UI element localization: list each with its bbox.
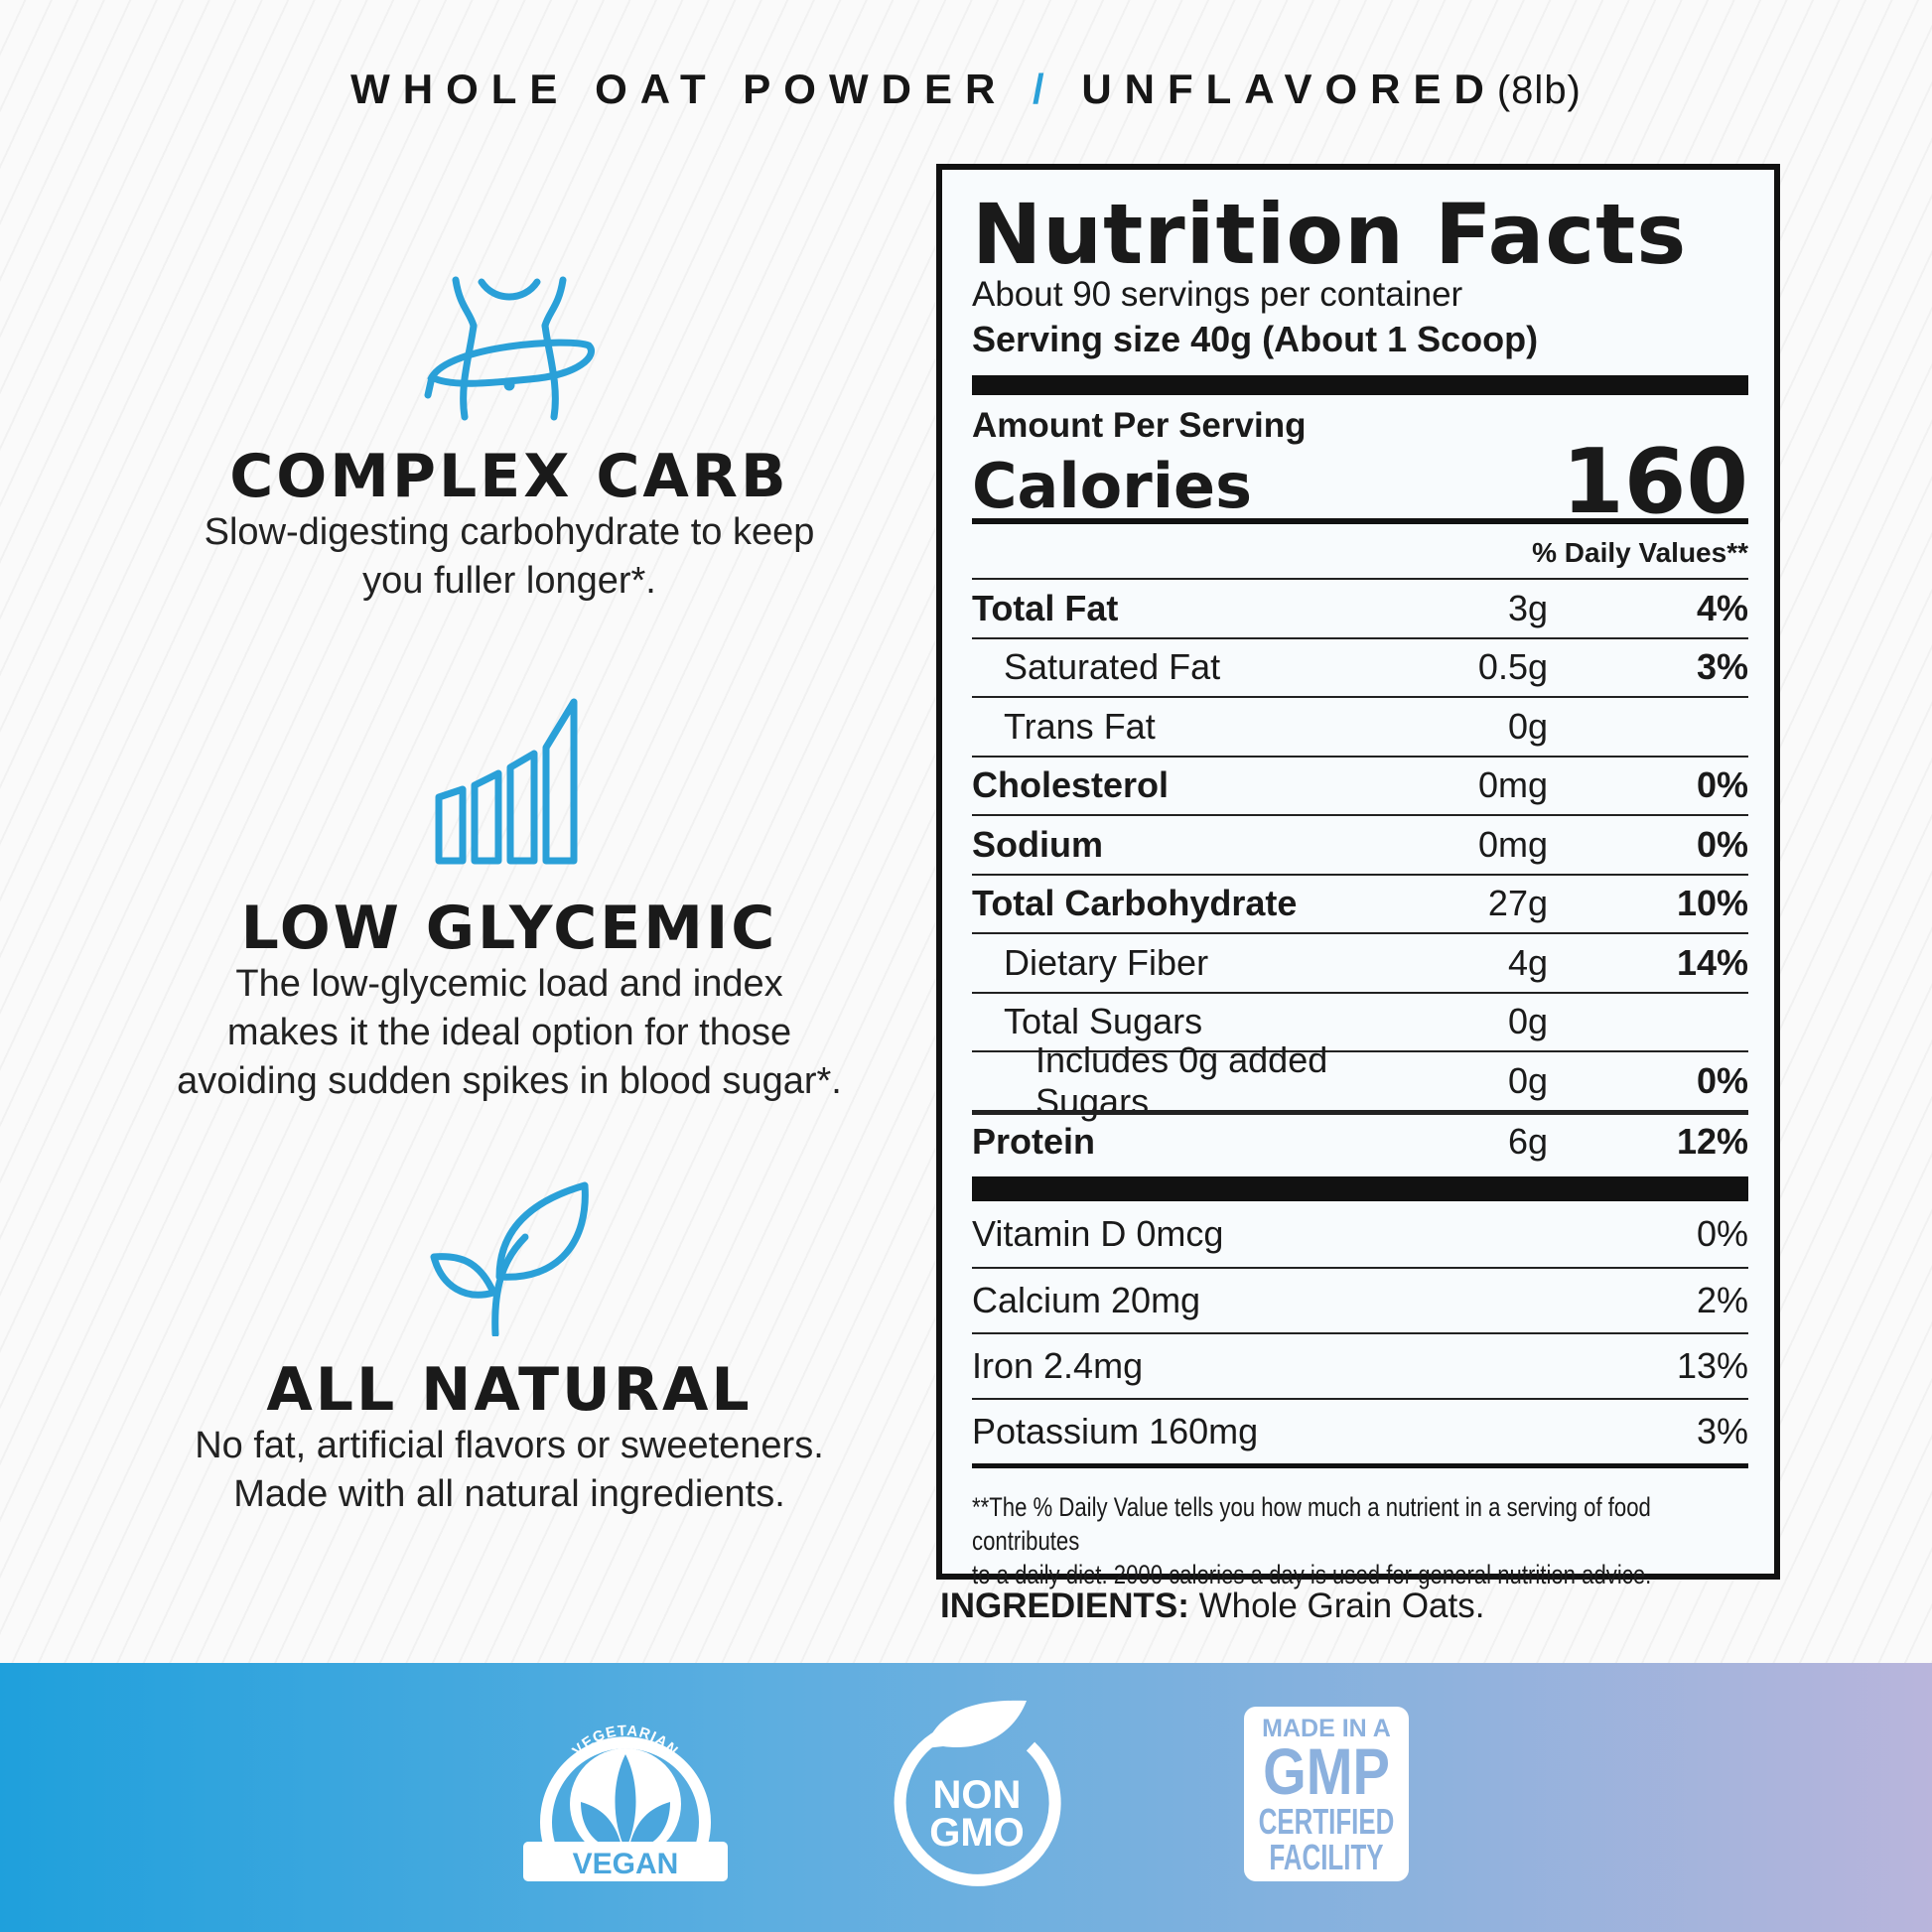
gmp-text-line3: CERTIFIED (1259, 1802, 1395, 1842)
vitamin-name: Calcium 20mg (972, 1280, 1201, 1320)
feature-heading: COMPLEX CARB (229, 442, 789, 511)
nutrient-name: Saturated Fat (1004, 646, 1221, 688)
vitamin-daily-value: 3% (1696, 1411, 1748, 1451)
nutrient-name: Cholesterol (972, 764, 1170, 806)
nutrient-daily-value: 0% (1696, 1059, 1748, 1101)
vitamin-name: Potassium 160mg (972, 1411, 1259, 1451)
gmp-text-line4: FACILITY (1269, 1838, 1383, 1877)
vitamin-row: Calcium 20mg 2% (972, 1267, 1748, 1332)
nutrient-amount: 0g (1507, 1001, 1548, 1042)
feature-low-glycemic: LOW GLYCEMIC The low-glycemic load and i… (112, 698, 906, 1102)
vitamin-row: Iron 2.4mg 13% (972, 1332, 1748, 1398)
daily-value-header: % Daily Values** (1532, 537, 1748, 568)
nutrient-daily-value: 0% (1696, 764, 1748, 806)
product-title: WHOLE OAT POWDER / UNFLAVORED(8lb) (0, 66, 1932, 113)
nutrient-daily-value: 4% (1696, 587, 1748, 628)
nutrient-amount: 0mg (1477, 823, 1548, 865)
feature-complex-carb: COMPLEX CARB Slow-digesting carbohydrate… (112, 276, 906, 604)
nutrient-row: Saturated Fat 0.5g 3% (972, 636, 1748, 697)
nutrient-amount: 0g (1507, 1059, 1548, 1101)
nutrient-daily-value: 12% (1676, 1120, 1748, 1162)
leaf-icon (430, 1181, 589, 1336)
nutrient-row: Total Fat 3g 4% (972, 578, 1748, 637)
nutrient-name: Total Fat (972, 587, 1119, 628)
thick-divider (972, 1176, 1748, 1201)
nutrient-amount: 0.5g (1477, 646, 1548, 688)
vitamin-daily-value: 2% (1696, 1280, 1748, 1320)
product-flavor: UNFLAVORED (1081, 66, 1497, 112)
feature-description: Slow-digesting carbohydrate to keep you f… (204, 511, 815, 602)
feature-description: The low-glycemic load and index makes it … (177, 963, 842, 1102)
serving-size: Serving size 40g (About 1 Scoop) (972, 319, 1539, 359)
nutrient-name: Protein (972, 1120, 1096, 1162)
title-separator: / (1032, 66, 1057, 112)
nutrient-daily-value: 10% (1676, 883, 1748, 924)
nutrient-amount: 6g (1507, 1120, 1548, 1162)
nutrition-facts-label: Nutrition Facts About 90 servings per co… (936, 164, 1780, 1589)
feature-all-natural: ALL NATURAL No fat, artificial flavors o… (112, 1181, 906, 1519)
vitamin-row: Potassium 160mg 3% (972, 1398, 1748, 1463)
certification-band: VEGETARIAN VEGAN NON GMO MADE IN A GMP C… (0, 1663, 1932, 1932)
gmp-text-line2: GMP (1263, 1735, 1390, 1808)
vitamin-row: Vitamin D 0mcg 0% (972, 1201, 1748, 1267)
nutrient-row: Cholesterol 0mg 0% (972, 755, 1748, 815)
nutrient-amount: 4g (1507, 941, 1548, 983)
feature-description: No fat, artificial flavors or sweeteners… (195, 1425, 824, 1515)
divider (972, 518, 1748, 524)
label-title: Nutrition Facts (972, 186, 1688, 283)
feature-heading: LOW GLYCEMIC (240, 894, 778, 963)
waist-measure-icon (424, 276, 595, 421)
ingredients-label: INGREDIENTS: (940, 1587, 1189, 1625)
calories-label: Calories (972, 450, 1252, 522)
gmp-text-line1: MADE IN A (1262, 1715, 1391, 1742)
nutrient-name: Sodium (972, 823, 1103, 865)
footnote: **The % Daily Value tells you how much a… (972, 1492, 1652, 1589)
divider (972, 1463, 1748, 1468)
nutrient-daily-value: 3% (1696, 646, 1748, 688)
calories-value: 160 (1562, 430, 1748, 534)
nutrient-name: Includes 0g added Sugars (1035, 1038, 1328, 1122)
nutrient-row: Trans Fat 0g (972, 696, 1748, 756)
servings-per-container: About 90 servings per container (972, 275, 1463, 314)
nutrient-amount: 3g (1507, 587, 1548, 628)
nutrient-row: Total Sugars 0g (972, 991, 1748, 1051)
nutrient-daily-value: 14% (1676, 941, 1748, 983)
nutrient-amount: 0mg (1477, 764, 1548, 806)
thick-divider (972, 375, 1748, 395)
vegan-badge-text: VEGAN (573, 1848, 679, 1880)
bar-chart-icon (435, 698, 578, 865)
nutrient-name: Trans Fat (1004, 705, 1156, 747)
product-name: WHOLE OAT POWDER (350, 66, 1009, 112)
feature-heading: ALL NATURAL (266, 1355, 753, 1425)
nutrient-name: Total Sugars (1004, 1001, 1203, 1042)
vitamin-name: Vitamin D 0mcg (972, 1213, 1224, 1254)
gmp-badge: MADE IN A GMP CERTIFIED FACILITY (1244, 1707, 1409, 1881)
nutrient-row: Total Carbohydrate 27g 10% (972, 873, 1748, 933)
nutrient-row: Protein 6g 12% (972, 1109, 1748, 1170)
nutrient-row: Sodium 0mg 0% (972, 814, 1748, 874)
vitamin-name: Iron 2.4mg (972, 1345, 1144, 1386)
product-weight: (8lb) (1496, 69, 1582, 112)
nutrient-row: Includes 0g added Sugars 0g 0% (972, 1039, 1748, 1122)
ingredients-value: Whole Grain Oats. (1198, 1587, 1485, 1625)
nutrient-amount: 27g (1487, 883, 1548, 924)
nutrient-name: Total Carbohydrate (972, 883, 1298, 924)
non-gmo-text-line2: GMO (929, 1811, 1025, 1855)
nutrient-name: Dietary Fiber (1004, 941, 1209, 983)
nutrient-row: Dietary Fiber 4g 14% (972, 932, 1748, 992)
non-gmo-badge: NON GMO (894, 1700, 1061, 1886)
nutrient-daily-value: 0% (1696, 823, 1748, 865)
vitamin-daily-value: 0% (1696, 1213, 1748, 1254)
vitamin-daily-value: 13% (1676, 1345, 1748, 1386)
nutrient-amount: 0g (1507, 705, 1548, 747)
amount-per-serving: Amount Per Serving (972, 406, 1307, 445)
ingredients: INGREDIENTS: Whole Grain Oats. (940, 1587, 1484, 1626)
non-gmo-text-line1: NON (933, 1773, 1022, 1817)
vegan-badge: VEGETARIAN VEGAN (523, 1723, 728, 1881)
